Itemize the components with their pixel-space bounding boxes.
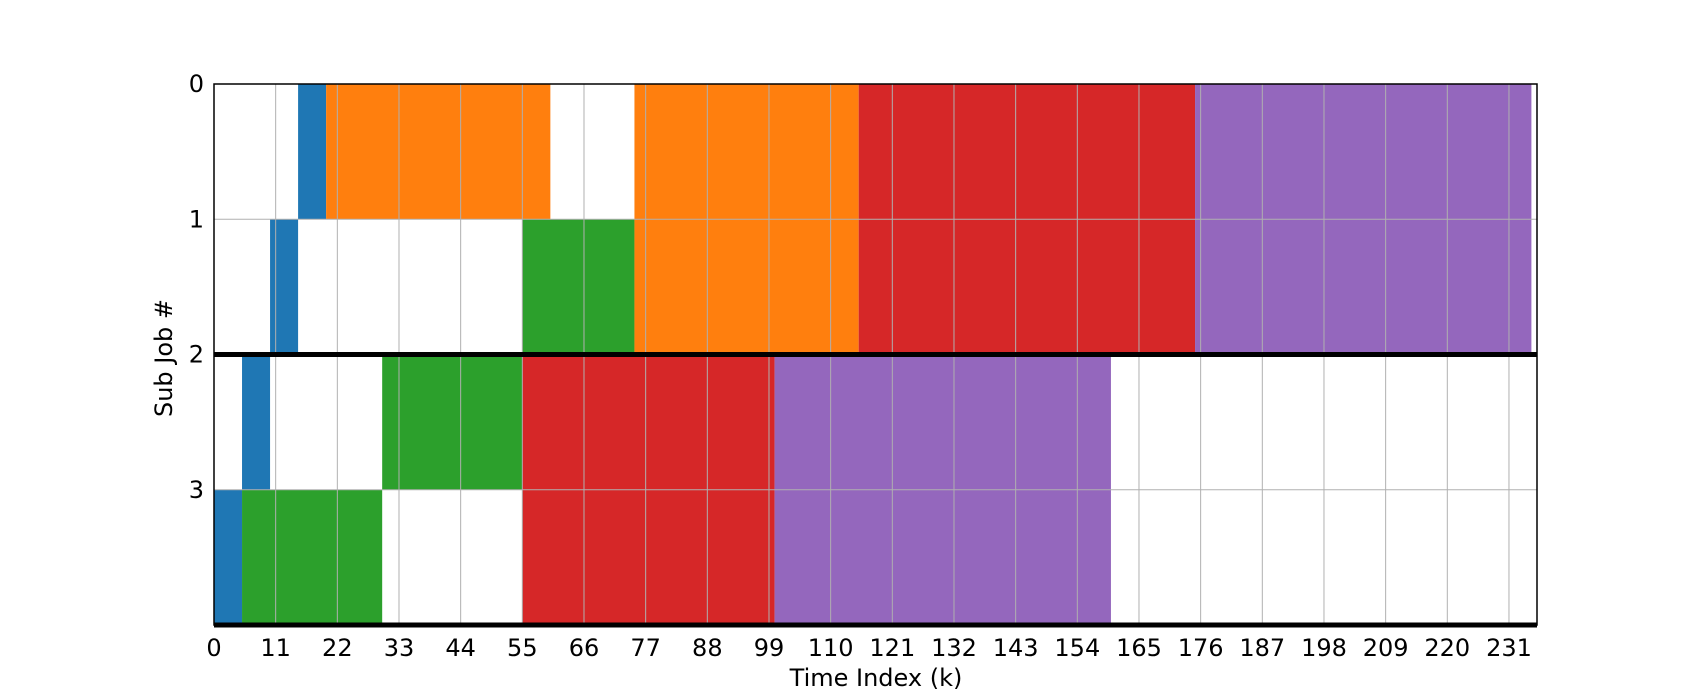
y-tick-label-3: 3 — [189, 476, 204, 504]
x-tick-label-198: 198 — [1301, 634, 1347, 662]
x-tick-label-22: 22 — [322, 634, 353, 662]
x-tick-label-231: 231 — [1486, 634, 1532, 662]
gantt-bar-1 — [326, 84, 551, 220]
gantt-bar-9 — [1195, 219, 1532, 355]
x-tick-label-99: 99 — [754, 634, 785, 662]
x-tick-label-11: 11 — [260, 634, 291, 662]
gantt-bar-14 — [214, 489, 243, 625]
gantt-bar-6 — [522, 219, 635, 355]
x-tick-label-220: 220 — [1424, 634, 1470, 662]
y-tick-label-1: 1 — [189, 205, 204, 233]
gantt-bar-4 — [1195, 84, 1532, 220]
gantt-bar-5 — [270, 219, 299, 355]
x-tick-label-33: 33 — [384, 634, 415, 662]
y-tick-label-0: 0 — [189, 70, 204, 98]
gantt-bar-17 — [774, 489, 1111, 625]
x-tick-label-88: 88 — [692, 634, 723, 662]
x-tick-label-55: 55 — [507, 634, 538, 662]
x-tick-label-0: 0 — [206, 634, 221, 662]
gantt-bar-3 — [858, 84, 1196, 220]
separators-layer — [214, 352, 1537, 628]
y-axis-label: Sub Job # — [150, 299, 178, 417]
x-tick-label-44: 44 — [445, 634, 476, 662]
x-tick-label-143: 143 — [993, 634, 1039, 662]
gantt-bar-11 — [382, 354, 523, 490]
x-tick-label-132: 132 — [931, 634, 977, 662]
x-tick-label-187: 187 — [1239, 634, 1285, 662]
x-tick-label-209: 209 — [1363, 634, 1409, 662]
x-axis-label: Time Index (k) — [789, 664, 963, 692]
x-tick-label-165: 165 — [1116, 634, 1162, 662]
gantt-bar-13 — [774, 354, 1111, 490]
y-tick-label-2: 2 — [189, 341, 204, 369]
gantt-bar-0 — [298, 84, 327, 220]
gantt-bar-16 — [522, 489, 775, 625]
gantt-bar-8 — [858, 219, 1196, 355]
y-tick-labels: 0 1 2 3 — [189, 70, 204, 504]
x-tick-label-121: 121 — [869, 634, 915, 662]
x-tick-label-66: 66 — [569, 634, 600, 662]
gantt-bar-10 — [242, 354, 271, 490]
gantt-bar-2 — [634, 84, 859, 220]
x-tick-labels: 0 11 22 33 44 55 66 77 88 99 110 121 132 143 154 165 176… — [206, 634, 1532, 662]
gantt-bar-7 — [634, 219, 859, 355]
gantt-bar-15 — [242, 489, 383, 625]
x-tick-label-154: 154 — [1054, 634, 1100, 662]
x-tick-label-77: 77 — [630, 634, 661, 662]
gantt-bar-12 — [522, 354, 775, 490]
x-tick-label-176: 176 — [1178, 634, 1224, 662]
x-tick-label-110: 110 — [808, 634, 854, 662]
